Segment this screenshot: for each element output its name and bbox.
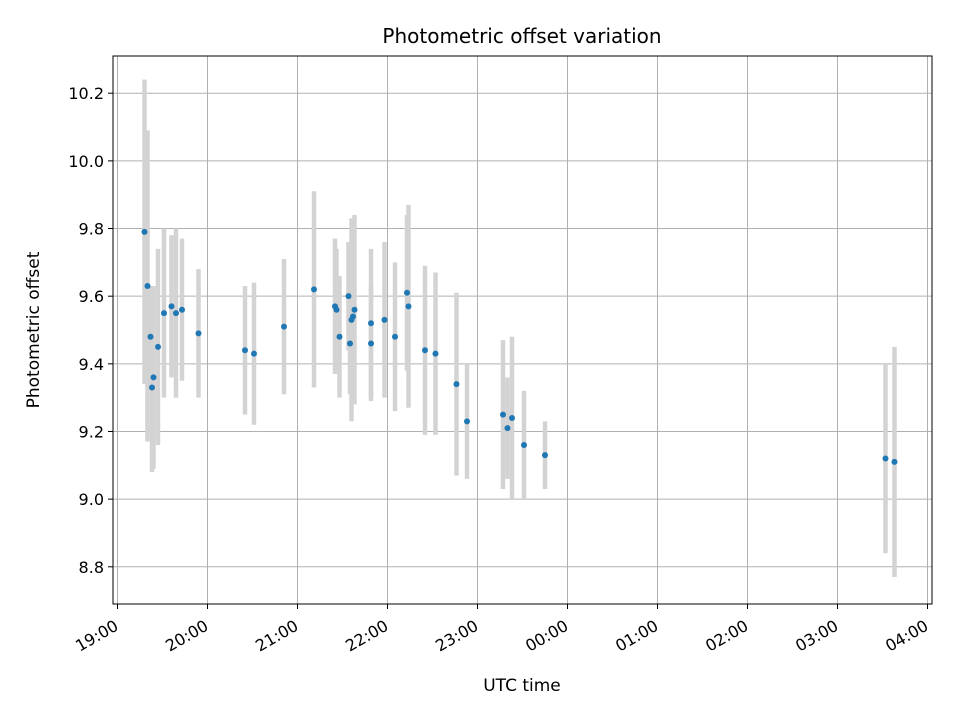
data-point xyxy=(155,343,161,350)
data-point xyxy=(891,458,898,465)
data-point xyxy=(161,310,167,317)
y-tick-label: 10.0 xyxy=(68,152,104,171)
data-point xyxy=(504,425,511,432)
chart-title: Photometric offset variation xyxy=(382,24,661,48)
y-tick-label: 9.6 xyxy=(79,287,104,306)
data-point xyxy=(453,381,460,388)
data-point xyxy=(368,340,374,347)
data-point xyxy=(347,340,353,347)
data-point xyxy=(168,303,175,310)
data-point xyxy=(432,350,439,357)
data-point xyxy=(336,333,343,340)
data-point xyxy=(173,310,179,317)
y-axis-label: Photometric offset xyxy=(24,251,44,408)
data-point xyxy=(149,384,155,391)
data-point xyxy=(251,350,257,357)
data-point xyxy=(405,303,412,310)
data-point xyxy=(882,455,889,462)
data-point xyxy=(333,306,340,313)
data-point xyxy=(147,333,154,340)
y-tick-label: 9.8 xyxy=(79,220,104,239)
data-point xyxy=(464,418,470,425)
y-axis: 8.8 9.0 9.2 9.4 9.6 9.8 10.0 10.2 xyxy=(68,84,113,577)
data-point xyxy=(345,293,352,300)
data-point xyxy=(195,330,202,337)
y-tick-label: 9.0 xyxy=(79,490,104,509)
data-point xyxy=(150,374,157,381)
data-point xyxy=(179,306,185,313)
data-point xyxy=(311,286,317,293)
data-point xyxy=(351,306,358,313)
data-point xyxy=(392,333,398,340)
data-point xyxy=(404,289,410,296)
data-point xyxy=(144,283,151,290)
data-point xyxy=(422,347,428,354)
y-tick-label: 9.2 xyxy=(79,422,104,441)
y-tick-label: 8.8 xyxy=(79,558,104,577)
data-point xyxy=(521,442,527,449)
data-points xyxy=(141,228,898,465)
data-point xyxy=(381,316,388,323)
data-point xyxy=(141,228,148,235)
data-point xyxy=(350,313,356,320)
data-point xyxy=(242,347,248,354)
data-point xyxy=(368,320,374,327)
data-point xyxy=(500,411,506,418)
data-point xyxy=(281,323,287,330)
data-point xyxy=(509,414,515,421)
plot-area-frame xyxy=(112,55,933,605)
grid xyxy=(113,56,932,604)
data-point xyxy=(542,452,548,459)
y-tick-label: 9.4 xyxy=(79,355,104,374)
y-tick-label: 10.2 xyxy=(68,84,104,103)
x-axis-label: UTC time xyxy=(483,676,561,696)
